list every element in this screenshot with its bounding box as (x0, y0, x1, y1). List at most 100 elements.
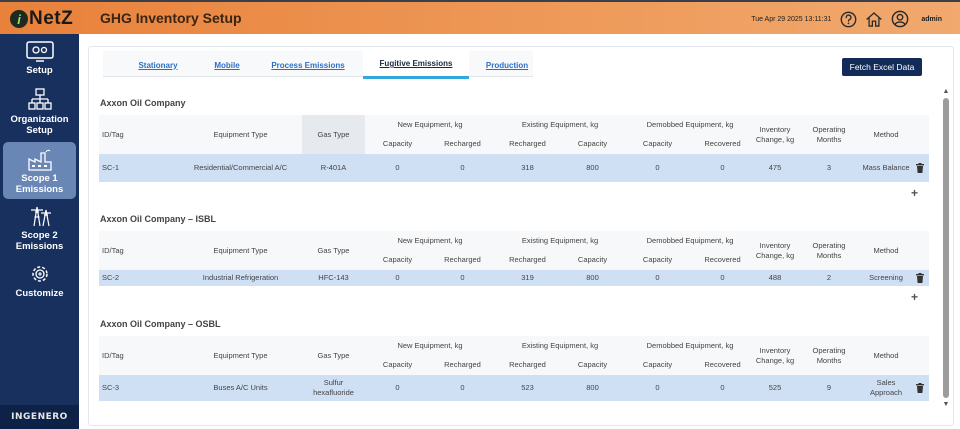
cell-gas: HFC-143 (318, 273, 349, 282)
add-row-button[interactable]: + (911, 186, 919, 200)
app-logo: i NetZ (10, 7, 73, 31)
col-gas: Gas Type (317, 350, 350, 360)
col-group-demobbed: Demobbed Equipment, kg (646, 340, 734, 350)
cell-demobbed-recovered: 0 (720, 163, 725, 172)
cell-demobbed-recovered: 0 (720, 273, 725, 282)
table-row[interactable]: SC-2 Industrial Refrigeration HFC-143 0 … (99, 270, 929, 286)
col-months: Operating Months (812, 124, 846, 144)
col-group-demobbed: Demobbed Equipment, kg (646, 119, 734, 129)
col-method: Method (873, 129, 899, 139)
cell-existing-capacity: 800 (586, 163, 599, 172)
scroll-up-icon[interactable]: ▲ (942, 88, 950, 95)
vertical-scrollbar[interactable]: ▲ ▼ (942, 88, 950, 410)
user-avatar-icon[interactable] (891, 10, 909, 28)
cell-new-capacity: 0 (395, 163, 400, 172)
gear-icon (31, 266, 48, 282)
cell-new-capacity: 0 (395, 383, 400, 392)
sidebar-item-setup[interactable]: Setup (3, 41, 76, 83)
table-header: ID/Tag Equipment Type Gas Type New Equip… (99, 336, 929, 375)
col-method: Method (873, 350, 899, 360)
col-demobbed-recovered: Recovered (704, 139, 741, 148)
fetch-excel-button[interactable]: Fetch Excel Data (842, 58, 922, 76)
add-row-button[interactable]: + (911, 290, 919, 304)
page-title: GHG Inventory Setup (100, 10, 242, 26)
cell-existing-capacity: 800 (586, 383, 599, 392)
cell-existing-recharged: 319 (521, 273, 534, 282)
sidebar-item-scope2[interactable]: Scope 2 Emissions (3, 204, 76, 254)
cell-equipment: Residential/Commercial A/C (193, 163, 288, 172)
cell-existing-recharged: 318 (521, 163, 534, 172)
cell-existing-capacity: 800 (586, 273, 599, 282)
sidebar-item-label: Setup (26, 65, 53, 76)
trash-icon[interactable] (916, 383, 924, 393)
col-demobbed-capacity: Capacity (642, 360, 673, 369)
col-id: ID/Tag (102, 350, 124, 360)
cell-inventory: 488 (768, 273, 782, 282)
col-new-capacity: Capacity (382, 255, 413, 264)
cell-gas: Sulfur hexafluoride (313, 378, 354, 397)
tab-fugitive-emissions[interactable]: Fugitive Emissions (363, 51, 469, 79)
table-row[interactable]: SC-3 Buses A/C Units Sulfur hexafluoride… (99, 375, 929, 401)
sidebar-item-label: Scope 2 Emissions (15, 230, 64, 252)
cell-demobbed-capacity: 0 (655, 163, 660, 172)
col-gas: Gas Type (302, 115, 365, 154)
cell-id: SC-1 (102, 163, 120, 172)
tab-mobile[interactable]: Mobile (214, 60, 240, 70)
sidebar-item-organization[interactable]: Organization Setup (3, 88, 76, 140)
sidebar-item-scope1[interactable]: Scope 1 Emissions (3, 142, 76, 199)
cell-new-recharged: 0 (460, 163, 465, 172)
col-group-existing: Existing Equipment, kg (521, 235, 599, 245)
col-existing-recharged: Recharged (509, 360, 546, 369)
sidebar-item-label: Organization Setup (10, 114, 69, 136)
help-icon[interactable] (839, 10, 857, 28)
main-panel: Stationary Mobile Process Emissions Fugi… (88, 46, 954, 426)
tab-stationary[interactable]: Stationary (138, 60, 178, 70)
cell-method: Mass Balance (862, 163, 910, 172)
sidebar-item-label: Customize (15, 288, 64, 299)
fugitive-table-3: ID/Tag Equipment Type Gas Type New Equip… (99, 336, 929, 401)
header-right: Tue Apr 29 2025 13:11:31 admin (751, 8, 942, 30)
cell-gas: R-401A (320, 163, 347, 172)
table-row[interactable]: SC-1 Residential/Commercial A/C R-401A 0… (99, 154, 929, 182)
sidebar-item-customize[interactable]: Customize (3, 262, 76, 300)
trash-icon[interactable] (916, 273, 924, 283)
sidebar: Setup Organization Setup Scope 1 Emissio… (0, 34, 79, 429)
cell-demobbed-capacity: 0 (655, 273, 660, 282)
col-demobbed-capacity: Capacity (642, 139, 673, 148)
power-tower-icon (30, 206, 51, 227)
col-method: Method (873, 245, 899, 255)
tab-process-emissions[interactable]: Process Emissions (271, 60, 345, 70)
col-new-capacity: Capacity (382, 139, 413, 148)
cell-existing-recharged: 523 (521, 383, 534, 392)
col-inventory: Inventory Change, kg (755, 345, 795, 365)
col-id: ID/Tag (102, 245, 124, 255)
cell-new-capacity: 0 (395, 273, 400, 282)
setup-icon (25, 41, 54, 62)
scroll-thumb[interactable] (943, 98, 949, 398)
factory-icon (27, 149, 52, 171)
col-gas: Gas Type (317, 245, 350, 255)
col-id: ID/Tag (102, 129, 124, 139)
fugitive-table-2: ID/Tag Equipment Type Gas Type New Equip… (99, 231, 929, 286)
cell-inventory: 525 (768, 383, 782, 392)
cell-demobbed-recovered: 0 (720, 383, 725, 392)
cell-method: Screening (869, 273, 903, 282)
tab-production[interactable]: Production (485, 60, 529, 70)
cell-months: 3 (826, 163, 832, 172)
col-inventory: Inventory Change, kg (755, 124, 795, 144)
username[interactable]: admin (921, 15, 942, 23)
logo-mark: i (10, 10, 28, 28)
col-new-capacity: Capacity (382, 360, 413, 369)
cell-months: 9 (826, 383, 832, 392)
col-demobbed-recovered: Recovered (704, 255, 741, 264)
col-group-existing: Existing Equipment, kg (521, 119, 599, 129)
col-demobbed-capacity: Capacity (642, 255, 673, 264)
home-icon[interactable] (865, 10, 883, 28)
table-header: ID/Tag Equipment Type Gas Type New Equip… (99, 115, 929, 154)
trash-icon[interactable] (916, 163, 924, 173)
top-header: i NetZ GHG Inventory Setup Tue Apr 29 20… (0, 0, 960, 34)
col-new-recharged: Recharged (444, 360, 481, 369)
col-existing-capacity: Capacity (577, 255, 608, 264)
scroll-down-icon[interactable]: ▼ (942, 401, 950, 408)
col-group-demobbed: Demobbed Equipment, kg (646, 235, 734, 245)
